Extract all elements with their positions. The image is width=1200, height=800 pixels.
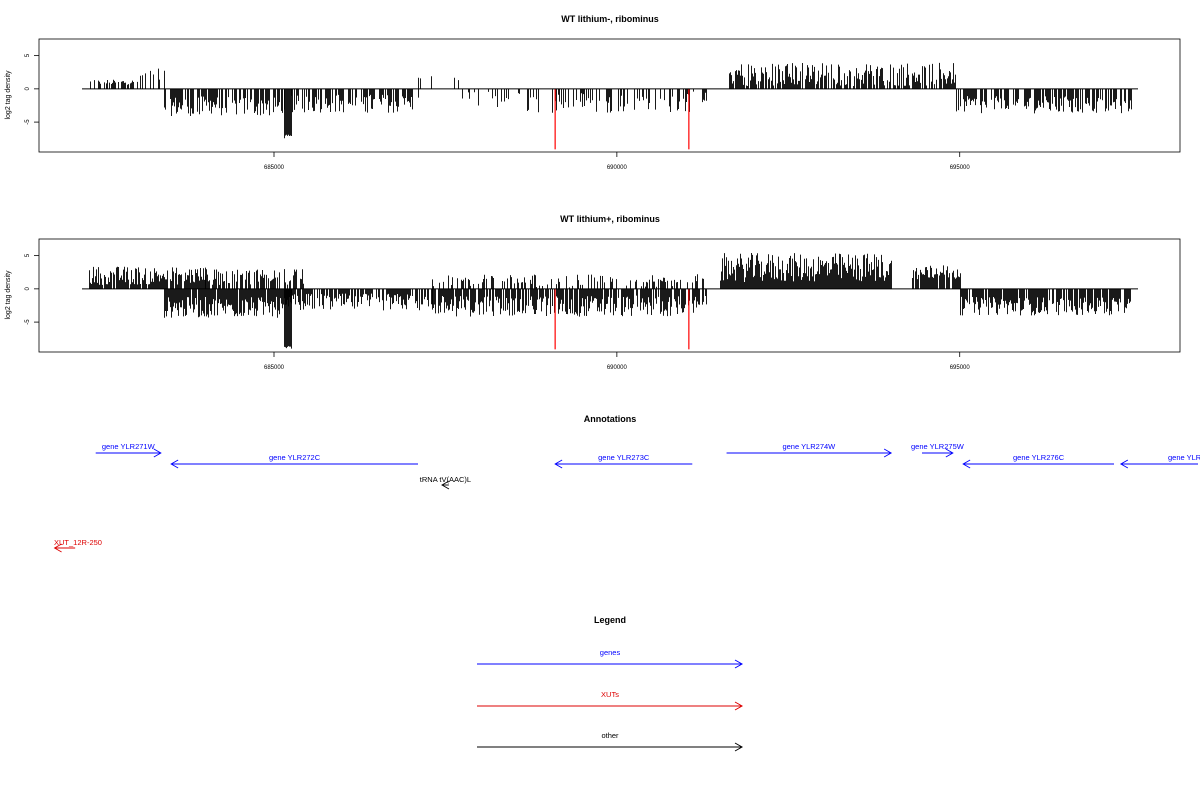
annotation-feature[interactable]: XUT_12R-250: [53, 538, 102, 553]
feature-label: gene YLR274W: [782, 442, 836, 451]
panel-title: WT lithium+, ribominus: [560, 214, 660, 224]
strand-arrow-icon: [945, 448, 954, 458]
y-axis-label: log2 tag density: [5, 70, 12, 120]
y-axis: -5 0 5: [25, 53, 39, 125]
annotation-feature[interactable]: tRNA tV(AAC)L: [420, 475, 471, 490]
legend-label: genes: [600, 648, 621, 657]
feature-label: tRNA tV(AAC)L: [420, 475, 471, 484]
x-tick-label: 690000: [607, 365, 628, 371]
annotation-feature[interactable]: gene YLR276C: [962, 453, 1114, 469]
x-tick-label: 690000: [607, 165, 628, 171]
legend-label: XUTs: [601, 690, 619, 699]
y-axis: -5 0 5: [25, 253, 39, 325]
x-tick-label: 695000: [950, 365, 971, 371]
panel-lithium-minus: WT lithium-, ribominus log2 tag density …: [5, 14, 1181, 171]
feature-label: XUT_12R-250: [54, 538, 102, 547]
annotations-title: Annotations: [584, 414, 637, 424]
legend-label: other: [601, 731, 619, 740]
annotation-feature[interactable]: gene YLR274W: [726, 442, 893, 458]
panel-title: WT lithium-, ribominus: [561, 14, 659, 24]
annotation-feature[interactable]: gene YLR273C: [554, 453, 693, 469]
feature-label: gene YLR276C: [1013, 453, 1065, 462]
red-marker-lines: [554, 288, 690, 350]
strand-arrow-icon: [153, 448, 162, 458]
annotation-features: gene YLR271W gene YLR272C tRNA tV(AAC)L gen…: [53, 442, 1200, 553]
feature-label: gene YLR272C: [269, 453, 321, 462]
annotation-feature[interactable]: gene YLR271W: [95, 442, 162, 458]
signal-bars: [90, 62, 1132, 139]
arrow-right-icon: [734, 742, 744, 752]
strand-arrow-icon: [883, 448, 893, 458]
feature-label: gene YLR271W: [102, 442, 156, 451]
red-marker-lines: [554, 88, 690, 150]
annotation-feature[interactable]: gene YLR275W: [911, 442, 965, 458]
arrow-right-icon: [734, 701, 744, 711]
x-tick-label: 685000: [264, 365, 285, 371]
arrow-right-icon: [734, 659, 744, 669]
plot-frame: [38, 38, 1181, 153]
y-axis-label: log2 tag density: [5, 270, 12, 320]
y-tick-label: -5: [25, 119, 31, 125]
legend-items: genes XUTs other: [477, 648, 744, 752]
legend: Legend genes XUTs other: [477, 615, 744, 752]
x-axis: 685000 690000 695000: [264, 352, 970, 371]
strand-arrow-icon: [1119, 459, 1129, 469]
panel-lithium-plus: WT lithium+, ribominus log2 tag density …: [5, 214, 1181, 371]
plot-frame: [38, 238, 1181, 353]
strand-arrow-icon: [170, 459, 179, 469]
y-tick-label: 5: [25, 253, 31, 257]
y-tick-label: 0: [25, 87, 31, 91]
feature-label: gene YLR277C: [1168, 453, 1200, 462]
y-tick-label: -5: [25, 319, 31, 325]
strand-arrow-icon: [554, 459, 563, 469]
x-tick-label: 685000: [264, 165, 285, 171]
legend-item-other: other: [477, 731, 744, 752]
annotation-feature[interactable]: gene YLR272C: [170, 453, 418, 469]
annotations-panel: Annotations gene YLR271W gene YLR272C tRNA…: [53, 414, 1200, 553]
strand-arrow-icon: [441, 480, 450, 490]
legend-item-xut: XUTs: [477, 690, 744, 711]
legend-title: Legend: [594, 615, 626, 625]
legend-item-gene: genes: [477, 648, 744, 669]
x-axis: 685000 690000 695000: [264, 152, 970, 171]
feature-label: gene YLR273C: [598, 453, 650, 462]
feature-label: gene YLR275W: [911, 442, 965, 451]
y-tick-label: 5: [25, 53, 31, 57]
strand-arrow-icon: [53, 543, 62, 553]
y-tick-label: 0: [25, 287, 31, 291]
annotation-feature[interactable]: gene YLR277C: [1119, 453, 1200, 469]
strand-arrow-icon: [962, 459, 971, 469]
signal-bars: [89, 253, 1131, 349]
x-tick-label: 695000: [950, 165, 971, 171]
